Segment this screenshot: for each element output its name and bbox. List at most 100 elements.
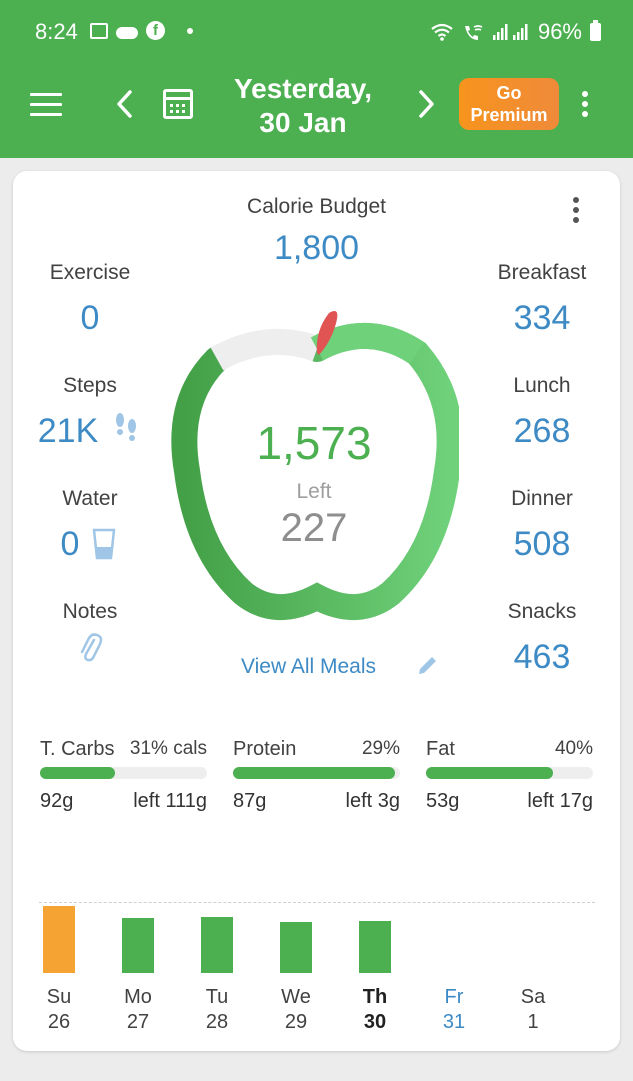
snacks-value[interactable]: 463 — [513, 638, 571, 676]
week-day-date: 31 — [442, 1011, 466, 1033]
macro-bar — [426, 767, 593, 779]
status-bar: 8:24 f 96% — [0, 0, 633, 64]
paperclip-icon[interactable] — [77, 631, 103, 665]
next-day-button[interactable] — [413, 88, 439, 120]
cloud-icon — [116, 26, 138, 39]
week-bar-tu[interactable] — [201, 917, 233, 973]
breakfast-value[interactable]: 334 — [513, 299, 571, 337]
macro-left: left 3g — [345, 790, 400, 812]
macro-bar-fill — [40, 767, 116, 779]
macro-bar — [233, 767, 400, 779]
overflow-menu-icon[interactable] — [582, 91, 590, 121]
snacks-label: Snacks — [507, 600, 577, 623]
view-all-meals-link[interactable]: View All Meals — [241, 655, 377, 678]
exercise-value[interactable]: 0 — [80, 299, 100, 337]
notification-dot-icon — [187, 27, 193, 34]
macro-left: left 111g — [133, 790, 207, 812]
water-label: Water — [62, 487, 118, 510]
left-label: Left — [296, 480, 332, 503]
budget-label: Calorie Budget — [247, 195, 386, 218]
macro-name: Fat — [426, 738, 455, 760]
app-header: 8:24 f 96% — [0, 0, 633, 158]
macro-name: Protein — [233, 738, 297, 760]
week-day-date: 26 — [47, 1011, 71, 1033]
budget-dashed-line — [39, 902, 595, 903]
nav-bar: Yesterday, 30 Jan Go Premium — [0, 64, 633, 158]
week-day-name: Fr — [444, 986, 464, 1008]
breakfast-label: Breakfast — [497, 261, 587, 284]
week-day-name: We — [281, 986, 311, 1008]
macro-name: T. Carbs — [40, 738, 115, 760]
left-calories: 227 — [280, 506, 348, 550]
card-menu-icon[interactable] — [573, 197, 579, 227]
battery-icon — [590, 20, 601, 41]
facebook-icon: f — [146, 21, 165, 40]
edit-pencil-icon[interactable] — [416, 653, 440, 677]
macro-grams: 53g — [426, 790, 460, 812]
status-time: 8:24 — [35, 19, 78, 44]
notes-label: Notes — [62, 600, 118, 623]
week-day-su[interactable]: Su 26 — [29, 985, 89, 1035]
week-day-tu[interactable]: Tu 28 — [187, 985, 247, 1035]
dinner-value[interactable]: 508 — [513, 525, 571, 563]
previous-day-button[interactable] — [112, 88, 138, 120]
macro-left: left 17g — [527, 790, 593, 812]
week-bar-su[interactable] — [43, 906, 75, 973]
budget-value[interactable]: 1,800 — [273, 229, 360, 267]
hamburger-menu-icon[interactable] — [30, 93, 62, 117]
week-day-name: Su — [46, 986, 72, 1008]
gallery-icon — [90, 22, 108, 39]
summary-card: Calorie Budget 1,800 Exercise 0 Steps 21… — [13, 171, 620, 1051]
premium-line1: Go — [496, 83, 522, 103]
macro-percent: 31% cals — [129, 738, 207, 759]
week-day-date: 28 — [205, 1011, 229, 1033]
wifi-calling-icon — [464, 25, 483, 40]
selected-date[interactable]: Yesterday, 30 Jan — [210, 72, 396, 140]
water-value[interactable]: 0 — [60, 525, 80, 563]
macro-bar — [40, 767, 207, 779]
lunch-value[interactable]: 268 — [513, 412, 571, 450]
exercise-label: Exercise — [49, 261, 131, 284]
week-day-name: Sa — [520, 986, 546, 1008]
premium-line2: Premium — [470, 105, 548, 125]
water-glass-icon[interactable] — [91, 527, 117, 561]
wifi-icon — [431, 23, 453, 41]
calorie-center: 1,573 Left 227 — [169, 416, 459, 551]
date-line1: Yesterday, — [233, 73, 373, 104]
dinner-label: Dinner — [511, 487, 573, 510]
go-premium-button[interactable]: Go Premium — [459, 78, 559, 130]
weekly-calorie-chart: Su 26 Mo 27 Tu 28 We 29 Th 30 Fr 31 Sa 1 — [33, 881, 603, 1081]
signal-icon — [492, 24, 528, 40]
week-day-th[interactable]: Th 30 — [345, 985, 405, 1035]
calendar-icon[interactable] — [163, 89, 193, 119]
apple-stem-icon — [316, 311, 338, 355]
macro-percent: 29% — [361, 738, 400, 759]
macro-percent: 40% — [554, 738, 593, 759]
week-day-date: 27 — [126, 1011, 150, 1033]
week-day-date: 29 — [284, 1011, 308, 1033]
calorie-apple-ring — [171, 311, 459, 620]
footsteps-icon — [116, 413, 136, 441]
steps-value[interactable]: 21K — [37, 412, 99, 450]
week-day-mo[interactable]: Mo 27 — [108, 985, 168, 1035]
week-bar-th[interactable] — [359, 921, 391, 973]
macro-bar-fill — [426, 767, 553, 779]
macro-grams: 92g — [40, 790, 74, 812]
macro-bar-fill — [233, 767, 395, 779]
week-day-sa[interactable]: Sa 1 — [503, 985, 563, 1035]
week-day-name: Mo — [124, 986, 152, 1008]
week-day-date: 1 — [527, 1011, 539, 1033]
week-day-date: 30 — [363, 1011, 387, 1033]
macro-grams: 87g — [233, 790, 267, 812]
date-line2: 30 Jan — [259, 107, 347, 138]
battery-percent: 96% — [537, 19, 582, 44]
week-day-name: Th — [362, 986, 388, 1008]
week-day-we[interactable]: We 29 — [266, 985, 326, 1035]
week-day-name: Tu — [205, 986, 229, 1008]
lunch-label: Lunch — [513, 374, 571, 397]
week-day-fr[interactable]: Fr 31 — [424, 985, 484, 1035]
week-bar-mo[interactable] — [122, 918, 154, 973]
steps-label: Steps — [63, 374, 117, 397]
consumed-calories: 1,573 — [256, 417, 372, 469]
week-bar-we[interactable] — [280, 922, 312, 973]
